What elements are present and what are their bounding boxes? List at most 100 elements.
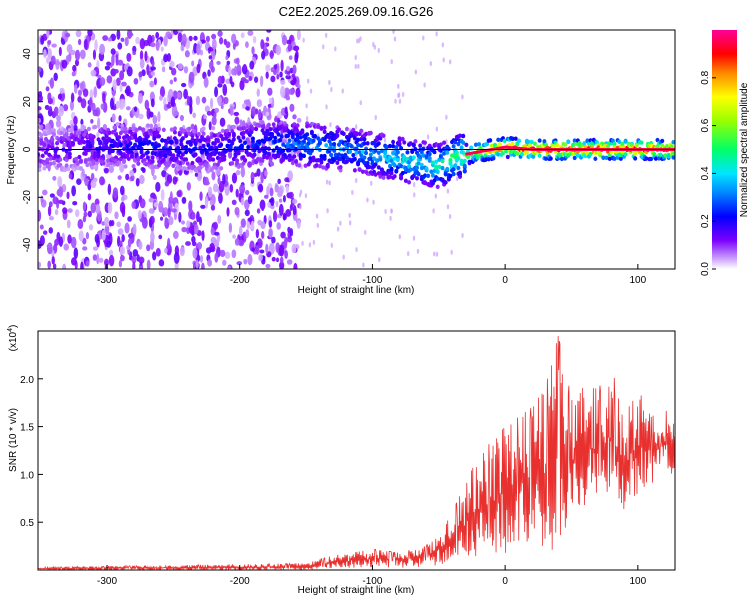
heatmap-cell: [90, 179, 97, 189]
heatmap-cell: [281, 139, 288, 144]
heatmap-cell: [133, 133, 138, 138]
heatmap-cell: [123, 129, 128, 135]
heatmap-cell: [289, 228, 294, 237]
heatmap-cell: [278, 203, 284, 216]
heatmap-cell: [91, 134, 96, 140]
x-tick-label: 100: [629, 576, 646, 587]
heatmap-cell: [153, 77, 157, 86]
heatmap-cell: [255, 108, 259, 115]
heatmap-cell: [134, 137, 139, 142]
heatmap-cell: [171, 197, 178, 203]
heatmap-cell: [241, 103, 247, 109]
heatmap-cell: [287, 157, 292, 163]
heatmap-cell: [245, 106, 250, 111]
heatmap-cell: [149, 128, 154, 133]
heatmap-cell: [198, 161, 203, 166]
heatmap-cell: [198, 165, 203, 170]
heatmap-cell: [397, 93, 400, 99]
heatmap-cell: [537, 153, 542, 158]
heatmap-cell: [253, 76, 259, 83]
heatmap-cell: [172, 30, 179, 36]
heatmap-cell: [336, 127, 341, 132]
heatmap-cell: [352, 136, 357, 141]
heatmap-cell: [448, 214, 452, 220]
heatmap-cell: [265, 243, 269, 254]
heatmap-cell: [410, 149, 415, 154]
heatmap-cell: [104, 65, 111, 71]
heatmap-cell: [150, 42, 156, 48]
heatmap-cell: [96, 131, 100, 138]
heatmap-cell: [196, 211, 200, 223]
heatmap-cell: [332, 142, 337, 147]
heatmap-cell: [64, 131, 69, 137]
heatmap-cell: [362, 136, 367, 142]
heatmap-cell: [435, 176, 440, 181]
heatmap-cell: [117, 175, 122, 180]
heatmap-cell: [304, 193, 308, 199]
heatmap-cell: [532, 141, 537, 146]
heatmap-cell: [325, 104, 328, 110]
heatmap-cell: [129, 170, 135, 177]
heatmap-cell: [44, 104, 50, 111]
heatmap-cell: [239, 79, 245, 91]
heatmap-cell: [188, 149, 193, 154]
heatmap-cell: [177, 150, 182, 155]
heatmap-cell: [378, 257, 381, 263]
heatmap-cell: [177, 30, 184, 33]
heatmap-cell: [279, 71, 283, 78]
heatmap-cell: [155, 247, 161, 257]
heatmap-cell: [64, 149, 69, 154]
snr-panel: -300 -200 -100 0 100 0.5 1.0 1.5 2.0 Height of …: [7, 325, 676, 596]
heatmap-cell: [127, 238, 132, 248]
heatmap-cell: [274, 128, 279, 133]
heatmap-cell: [83, 38, 88, 50]
heatmap-cell: [180, 145, 185, 150]
heatmap-cell: [139, 150, 144, 155]
heatmap-cell: [297, 140, 302, 145]
heatmap-cell: [344, 155, 349, 161]
heatmap-cell: [210, 65, 215, 73]
heatmap-cell: [108, 249, 114, 256]
heatmap-cell: [251, 247, 255, 252]
heatmap-cell: [316, 124, 321, 130]
heatmap-cell: [161, 66, 166, 73]
heatmap-cell: [324, 32, 328, 38]
heatmap-cell: [93, 164, 98, 170]
heatmap-cell: [51, 256, 55, 265]
heatmap-cell: [241, 135, 246, 140]
heatmap-cell: [328, 79, 331, 85]
heatmap-cell: [49, 193, 55, 198]
heatmap-cell: [240, 32, 245, 39]
heatmap-cell: [555, 142, 560, 148]
heatmap-cell: [394, 169, 399, 174]
heatmap-cell: [397, 83, 400, 89]
heatmap-cell: [477, 142, 482, 147]
heatmap-cell: [663, 153, 668, 158]
heatmap-cell: [209, 145, 214, 150]
heatmap-cell: [364, 229, 367, 235]
heatmap-cell: [239, 184, 246, 195]
heatmap-cell: [158, 234, 163, 240]
heatmap-cell: [359, 100, 362, 106]
heatmap-cell: [422, 140, 427, 145]
heatmap-cell: [123, 126, 128, 132]
heatmap-cell: [226, 60, 231, 65]
heatmap-cell: [299, 189, 303, 195]
heatmap-cell: [145, 155, 150, 160]
heatmap-cell: [381, 170, 386, 175]
heatmap-cell: [247, 161, 253, 168]
heatmap-cell: [174, 111, 179, 116]
heatmap-cell: [271, 122, 276, 127]
heatmap-cell: [250, 136, 255, 141]
heatmap-cell: [198, 216, 203, 226]
heatmap-cell: [513, 136, 518, 141]
heatmap-cell: [144, 137, 149, 142]
heatmap-cell: [231, 199, 237, 206]
heatmap-cell: [461, 233, 464, 239]
heatmap-cell: [102, 125, 107, 130]
heatmap-cell: [152, 251, 157, 261]
heatmap-cell: [58, 46, 62, 57]
heatmap-cell: [442, 140, 447, 145]
heatmap-cell: [112, 79, 117, 91]
colorbar-tick-label: 0.4: [700, 166, 711, 180]
